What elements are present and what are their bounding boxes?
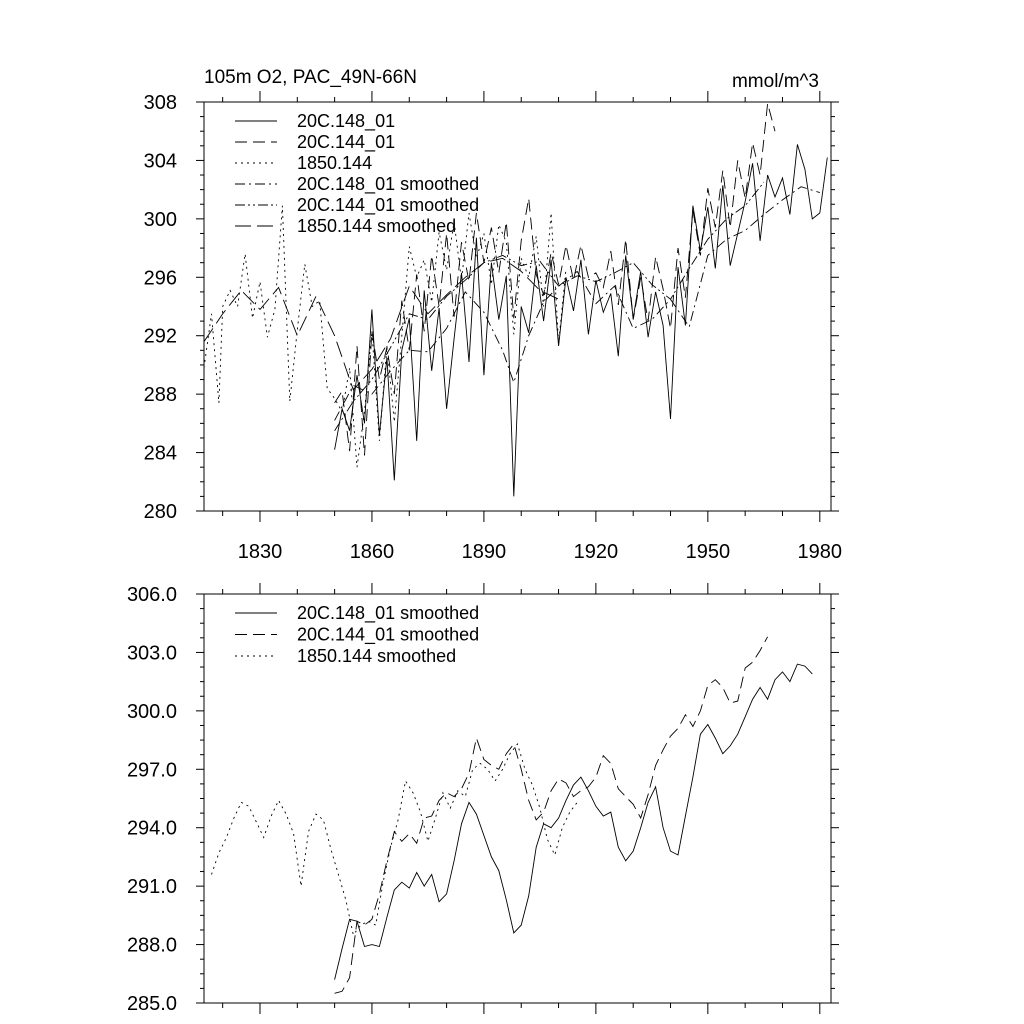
legend-label: 20C.148_01 smoothed <box>297 174 479 195</box>
y-tick-label: 284 <box>144 443 177 465</box>
x-tick-label: 1860 <box>350 541 395 563</box>
legend-label: 20C.144_01 smoothed <box>297 195 479 216</box>
legend-label: 1850.144 smoothed <box>297 216 456 236</box>
series-line-1850-144-smoothed <box>204 257 559 391</box>
legend-label: 20C.148_01 <box>297 111 395 132</box>
y-tick-label: 285.0 <box>127 993 177 1015</box>
series-line-20c-148-01-smoothed <box>334 186 820 421</box>
y-tick-label: 292 <box>144 326 177 348</box>
series-line-20c-144-01-smoothed <box>334 182 765 431</box>
legend-label: 20C.144_01 smoothed <box>297 625 479 646</box>
y-tick-label: 288.0 <box>127 935 177 957</box>
y-tick-label: 296 <box>144 267 177 289</box>
y-tick-label: 291.0 <box>127 876 177 898</box>
x-tick-label: 1980 <box>798 541 843 563</box>
series-line-20c-148-01-smoothed <box>334 663 813 980</box>
top-panel-units: mmol/m^3 <box>732 71 819 92</box>
bottom-panel-series <box>211 636 813 994</box>
y-tick-label: 300.0 <box>127 701 177 723</box>
y-tick-label: 304 <box>144 150 177 172</box>
x-tick-label: 1890 <box>462 541 507 563</box>
series-line-20c-148-01 <box>334 144 828 497</box>
series-line-1850-144 <box>204 205 567 468</box>
legend-label: 1850.144 <box>297 153 372 173</box>
legend-label: 20C.144_01 <box>297 132 395 153</box>
x-tick-label: 1950 <box>686 541 731 563</box>
series-line-20c-144-01-smoothed <box>334 636 768 994</box>
series-line-20c-144-01 <box>334 103 776 456</box>
y-tick-label: 294.0 <box>127 818 177 840</box>
top-panel-series <box>204 103 828 497</box>
y-tick-label: 306.0 <box>127 584 177 606</box>
top-panel-axes: 280 284 288 292 296 300 304 308 1830 1860 1890 1920… <box>144 91 842 563</box>
y-tick-label: 288 <box>144 384 177 406</box>
legend-label: 20C.148_01 smoothed <box>297 603 479 624</box>
y-tick-label: 308 <box>144 92 177 114</box>
y-tick-label: 297.0 <box>127 759 177 781</box>
x-tick-label: 1830 <box>238 541 283 563</box>
y-tick-label: 303.0 <box>127 642 177 664</box>
bottom-panel: 285.0 288.0 291.0 294.0 297.0 300.0 303.0 306.0… <box>127 583 839 1015</box>
x-tick-label: 1920 <box>574 541 619 563</box>
y-tick-label: 280 <box>144 501 177 523</box>
legend-label: 1850.144 smoothed <box>297 646 456 666</box>
y-tick-label: 300 <box>144 209 177 231</box>
top-panel: 105m O2, PAC_49N-66N mmol/m^3 2802842882… <box>144 67 842 563</box>
bottom-panel-axes: 285.0 288.0 291.0 294.0 297.0 300.0 303.0 306.0 <box>127 583 839 1015</box>
top-panel-title: 105m O2, PAC_49N-66N <box>204 67 417 88</box>
